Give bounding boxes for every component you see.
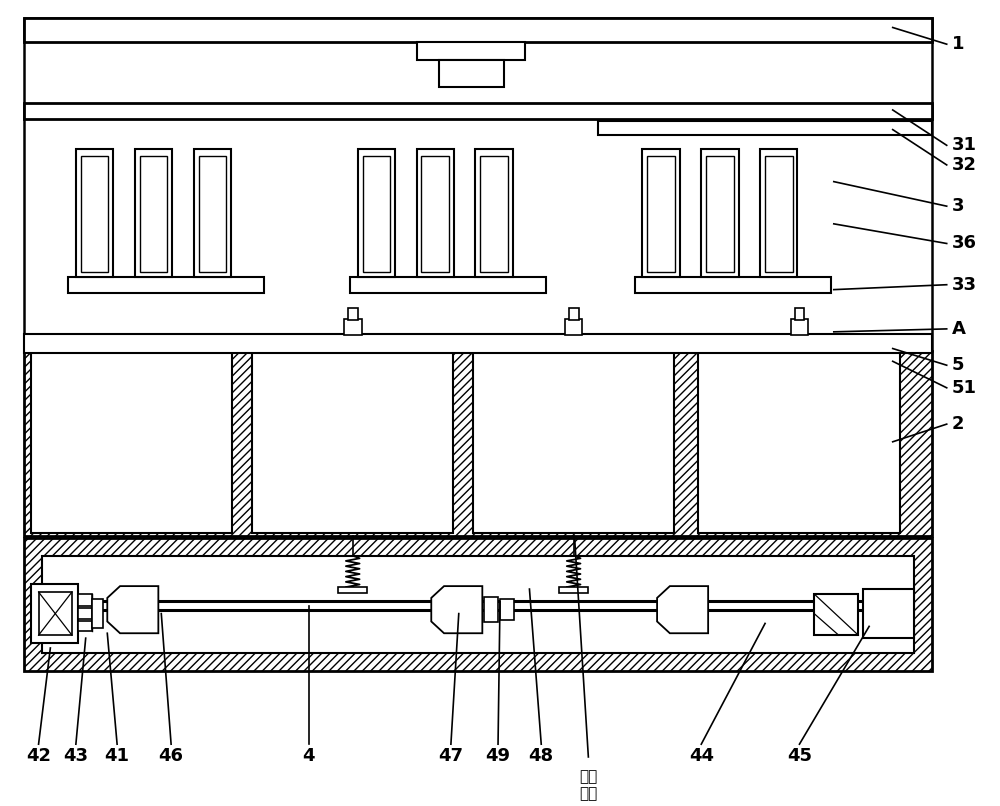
Text: 51: 51 <box>952 379 977 397</box>
Bar <box>791 319 808 334</box>
Bar <box>24 103 932 118</box>
Bar <box>363 156 390 272</box>
Bar <box>698 351 900 533</box>
Polygon shape <box>107 586 158 634</box>
Bar <box>473 351 674 533</box>
Bar <box>24 18 932 42</box>
Bar <box>635 276 831 293</box>
Bar <box>417 42 525 60</box>
Bar <box>24 538 932 671</box>
Bar <box>92 599 103 629</box>
Bar <box>701 149 739 276</box>
Text: 48: 48 <box>529 747 554 765</box>
Bar <box>78 608 92 620</box>
Text: 1: 1 <box>952 35 964 53</box>
Text: 36: 36 <box>952 235 977 252</box>
Text: 33: 33 <box>952 276 977 293</box>
Bar <box>344 319 362 334</box>
Bar <box>706 156 734 272</box>
Bar <box>484 597 498 622</box>
Polygon shape <box>431 586 482 634</box>
Bar <box>78 621 92 631</box>
Bar <box>863 589 914 638</box>
Bar <box>76 149 113 276</box>
Bar <box>417 149 454 276</box>
Text: 45: 45 <box>787 747 812 765</box>
Text: 41: 41 <box>105 747 130 765</box>
Bar <box>348 308 358 320</box>
Bar <box>78 594 92 606</box>
Bar <box>565 319 582 334</box>
Bar <box>81 156 108 272</box>
Bar <box>252 351 453 533</box>
Bar <box>24 18 932 351</box>
Text: 31: 31 <box>952 136 977 154</box>
Text: 5: 5 <box>952 356 964 374</box>
Bar <box>358 149 395 276</box>
Bar <box>421 156 449 272</box>
Bar <box>194 149 231 276</box>
Bar <box>814 594 858 635</box>
Text: 2: 2 <box>952 415 964 433</box>
Bar <box>439 60 504 87</box>
Bar <box>475 149 513 276</box>
Bar <box>569 308 579 320</box>
Bar <box>31 351 232 533</box>
Bar <box>42 555 914 653</box>
Text: 49: 49 <box>486 747 511 765</box>
Bar <box>199 156 226 272</box>
Bar <box>642 149 680 276</box>
Text: 4: 4 <box>302 747 315 765</box>
Bar <box>647 156 675 272</box>
Bar <box>795 308 804 320</box>
Bar <box>31 584 78 643</box>
Bar <box>765 156 793 272</box>
Text: 47: 47 <box>438 747 463 765</box>
Bar <box>500 599 514 621</box>
Bar <box>480 156 508 272</box>
Bar <box>140 156 167 272</box>
Text: 43: 43 <box>63 747 88 765</box>
Bar <box>24 334 932 354</box>
Text: 加热
垫片: 加热 垫片 <box>579 769 597 801</box>
Text: 44: 44 <box>689 747 714 765</box>
Bar <box>135 149 172 276</box>
Bar <box>598 121 932 135</box>
Polygon shape <box>657 586 708 634</box>
Bar <box>559 587 588 593</box>
Text: A: A <box>952 320 965 338</box>
Bar <box>39 592 72 635</box>
Bar <box>760 149 797 276</box>
Bar <box>338 587 367 593</box>
Bar <box>68 276 264 293</box>
Bar <box>24 351 932 536</box>
Text: 3: 3 <box>952 197 964 215</box>
Text: 42: 42 <box>26 747 51 765</box>
Text: 46: 46 <box>159 747 184 765</box>
Bar <box>350 276 546 293</box>
Text: 32: 32 <box>952 156 977 174</box>
